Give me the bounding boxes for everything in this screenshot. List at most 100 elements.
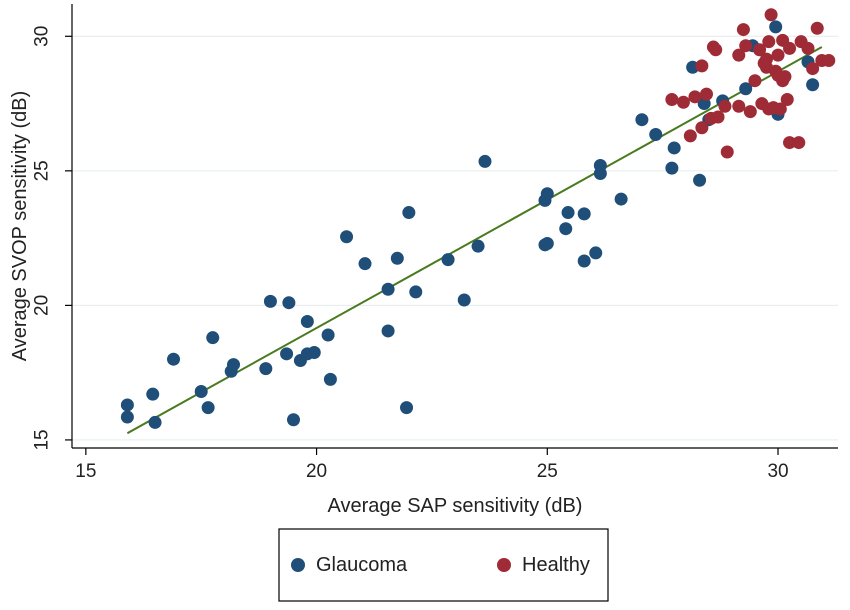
x-axis-title: Average SAP sensitivity (dB) [328,495,583,517]
healthy-point [739,39,753,53]
glaucoma-point [806,78,820,92]
x-tick-label-30: 30 [767,461,788,482]
glaucoma-point [478,154,492,168]
glaucoma-point [400,401,414,415]
glaucoma-point [340,230,354,244]
healthy-point [711,110,725,124]
glaucoma-point [457,293,471,307]
y-tick-label-20: 20 [32,295,53,316]
fit-line [126,46,823,435]
healthy-point [753,43,767,57]
healthy-point [801,41,815,55]
y-tick-label-30: 30 [32,26,53,47]
glaucoma-point [120,410,134,424]
healthy-point [806,62,820,76]
healthy-point [695,121,709,135]
healthy-point [709,43,723,57]
healthy-point [683,129,697,143]
glaucoma-point [614,192,628,206]
glaucoma-point [146,387,160,401]
glaucoma-point [540,236,554,250]
healthy-point [748,74,762,88]
healthy-point [822,54,836,68]
healthy-point [665,93,679,107]
x-tick-label-20: 20 [306,461,327,482]
glaucoma-point [441,253,455,267]
glaucoma-point [665,161,679,175]
healthy-point [783,136,797,150]
glaucoma-point [286,413,300,427]
healthy-point [762,35,776,49]
glaucoma-point [201,401,215,415]
healthy-point [736,23,750,37]
legend-box [278,528,609,602]
glaucoma-point [667,141,681,155]
glaucoma-point [577,254,591,268]
glaucoma-point [259,362,273,376]
healthy-point [780,93,794,107]
y-tick-label-15: 15 [32,429,53,450]
glaucoma-point [471,239,485,253]
healthy-point [773,102,787,116]
x-tick-label-25: 25 [537,461,558,482]
healthy-point [783,41,797,55]
healthy-point [732,99,746,113]
glaucoma-point [381,324,395,338]
glaucoma-point [635,113,649,127]
healthy-point [695,59,709,73]
legend: Glaucoma Healthy [278,528,609,602]
fit-line-layer [126,46,823,435]
glaucoma-point [227,358,241,372]
glaucoma-point [381,282,395,296]
legend-marker-glaucoma [291,558,305,572]
healthy-point [771,48,785,62]
glaucoma-point [280,347,294,361]
data-points [120,8,836,429]
healthy-point [732,48,746,62]
glaucoma-point [300,315,314,329]
glaucoma-point [307,345,321,359]
glaucoma-point [206,331,220,345]
axes: 15 20 25 30 15 20 25 30 [32,4,838,482]
healthy-point [718,99,732,113]
legend-label-glaucoma: Glaucoma [316,554,408,576]
y-axis-title: Average SVOP sensitivity (dB) [9,91,31,362]
healthy-point [743,105,757,119]
glaucoma-point [593,158,607,172]
glaucoma-point [282,296,296,310]
glaucoma-point [402,206,416,220]
healthy-point [699,87,713,101]
glaucoma-point [577,207,591,221]
glaucoma-point [323,372,337,386]
healthy-point [720,145,734,159]
glaucoma-point [769,20,783,34]
glaucoma-point [194,384,208,398]
y-tick-label-25: 25 [32,160,53,181]
glaucoma-point [589,246,603,260]
glaucoma-point [358,257,372,271]
glaucoma-point [148,415,162,429]
glaucoma-point [540,187,554,201]
glaucoma-point [409,285,423,299]
glaucoma-point [739,82,753,96]
glaucoma-point [649,128,663,142]
legend-marker-healthy [497,558,511,572]
glaucoma-point [693,173,707,187]
glaucoma-point [559,222,573,236]
gridlines [72,35,838,441]
x-tick-label-15: 15 [75,461,96,482]
healthy-point [792,136,806,150]
healthy-point [778,70,792,84]
glaucoma-point [120,398,134,412]
glaucoma-point [390,251,404,265]
healthy-point [676,95,690,109]
healthy-point [810,21,824,35]
glaucoma-point [263,294,277,308]
glaucoma-point [167,352,181,366]
legend-label-healthy: Healthy [522,554,590,576]
glaucoma-point [561,206,575,220]
healthy-point [764,8,778,22]
healthy-point [688,90,702,104]
